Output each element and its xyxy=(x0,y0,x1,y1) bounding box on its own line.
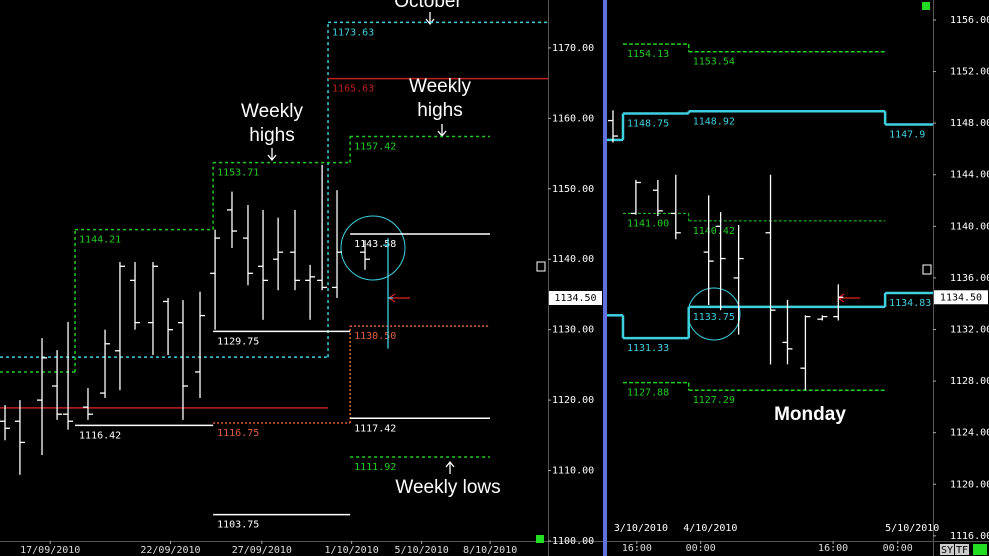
date-label: 3/10/2010 xyxy=(614,523,668,534)
y-tick-label: 1152.00 xyxy=(950,67,989,78)
status-square xyxy=(536,535,544,543)
level-label: 1148.92 xyxy=(693,116,735,127)
level-label: 1144.21 xyxy=(79,235,121,246)
annotation: Weekly xyxy=(409,76,471,97)
y-tick-label: 1144.00 xyxy=(950,170,989,181)
status-square xyxy=(922,2,930,10)
y-tick-label: 1148.00 xyxy=(950,118,989,129)
level-label: 1111.92 xyxy=(354,462,396,473)
y-tick-label: 1140.00 xyxy=(552,254,594,265)
y-tick-label: 1136.00 xyxy=(950,273,989,284)
scroll-icon xyxy=(922,264,932,275)
level-label: 1143.58 xyxy=(354,239,396,250)
level-label: 1117.42 xyxy=(354,423,396,434)
level-label: 1148.75 xyxy=(627,118,669,129)
y-tick-label: 1124.00 xyxy=(950,428,989,439)
x-tick-label: 5/10/2010 xyxy=(395,545,449,556)
level-label: 1153.71 xyxy=(217,168,259,179)
y-tick-label: 1170.00 xyxy=(552,43,594,54)
annotation: highs xyxy=(417,100,462,121)
status-square xyxy=(973,544,987,555)
annotation: Weekly xyxy=(241,101,303,122)
last-price-box xyxy=(549,290,602,305)
last-price-box xyxy=(934,290,988,305)
level-label: 1129.75 xyxy=(217,336,259,347)
arrow xyxy=(445,460,455,474)
arrow xyxy=(267,148,277,162)
arrow xyxy=(425,12,435,26)
y-tick-label: 1132.00 xyxy=(950,325,989,336)
annotation: Monday xyxy=(774,404,846,425)
y-tick-label: 1156.00 xyxy=(950,15,989,26)
y-tick-label: 1128.00 xyxy=(950,376,989,387)
y-tick-label: 1160.00 xyxy=(552,113,594,124)
level-label: 1153.54 xyxy=(693,57,735,68)
level-label: 1103.75 xyxy=(217,520,259,531)
x-tick-label: 22/09/2010 xyxy=(140,545,200,556)
highlight-circle xyxy=(340,215,406,281)
level-label: 1140.42 xyxy=(693,226,735,237)
y-tick-label: 1110.00 xyxy=(552,466,594,477)
y-tick-label: 1140.00 xyxy=(950,221,989,232)
level-label: 1131.33 xyxy=(627,343,669,354)
level-label: 1157.42 xyxy=(354,142,396,153)
x-tick-label: 16:00 xyxy=(818,543,848,554)
y-tick-label: 1120.00 xyxy=(950,479,989,490)
level-label: 1116.42 xyxy=(79,430,121,441)
x-tick-label: 16:00 xyxy=(622,543,652,554)
level-label: 1127.29 xyxy=(693,395,735,406)
level-label: 1133.75 xyxy=(693,312,735,323)
x-tick-label: 1/10/2010 xyxy=(325,545,379,556)
toolbar-label: SY xyxy=(941,545,953,556)
x-tick-label: 27/09/2010 xyxy=(232,545,292,556)
toolbar-label: TF xyxy=(956,545,968,556)
scroll-icon xyxy=(536,261,546,272)
y-tick-label: 1116.00 xyxy=(950,531,989,542)
level-label: 1127.88 xyxy=(627,388,669,399)
level-label: 1134.83 xyxy=(889,298,931,309)
toolbar-button xyxy=(940,544,954,555)
x-tick-label: 00:00 xyxy=(883,543,913,554)
y-tick-label: 1100.00 xyxy=(552,536,594,547)
x-tick-label: 17/09/2010 xyxy=(20,545,80,556)
annotation: Weekly lows xyxy=(395,477,500,498)
level-label: 1165.63 xyxy=(332,84,374,95)
level-label: 1141.00 xyxy=(627,218,669,229)
x-tick-label: 00:00 xyxy=(686,543,716,554)
date-label: 4/10/2010 xyxy=(683,523,737,534)
date-label: 5/10/2010 xyxy=(885,523,939,534)
y-tick-label: 1150.00 xyxy=(552,184,594,195)
panel-separator xyxy=(603,0,607,556)
y-tick-label: 1120.00 xyxy=(552,395,594,406)
toolbar-button xyxy=(955,544,969,555)
red-arrow xyxy=(388,293,860,303)
level-label: 1154.13 xyxy=(627,49,669,60)
last-price-label: 1134.50 xyxy=(940,292,982,303)
x-tick-label: 8/10/2010 xyxy=(463,545,517,556)
annotation: highs xyxy=(249,125,294,146)
level-label: 1173.63 xyxy=(332,27,374,38)
level-label: 1147.9 xyxy=(889,129,925,140)
level-label: 1116.75 xyxy=(217,428,259,439)
annotation: October xyxy=(394,0,462,12)
last-price-label: 1134.50 xyxy=(554,293,596,304)
y-tick-label: 1130.00 xyxy=(552,325,594,336)
level-label: 1130.50 xyxy=(354,331,396,342)
